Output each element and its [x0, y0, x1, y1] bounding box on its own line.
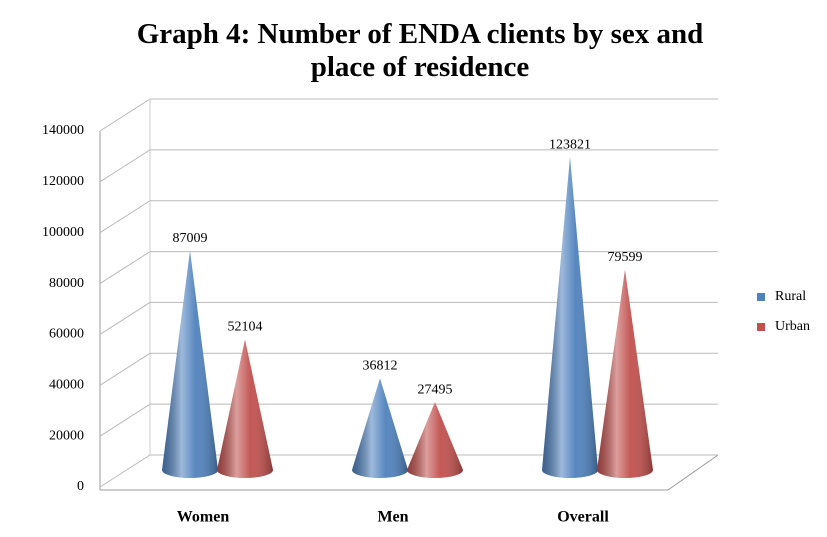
- y-tick-label: 40000: [49, 378, 84, 393]
- cone-shine: [352, 378, 408, 478]
- value-label: 87009: [173, 231, 208, 246]
- value-label: 36812: [363, 359, 398, 374]
- value-label: 123821: [549, 137, 591, 152]
- cone-shine: [162, 250, 218, 478]
- y-tick-label: 20000: [49, 428, 84, 443]
- x-tick-label: Men: [377, 509, 408, 526]
- floor-right: [667, 454, 719, 491]
- y-tick-label: 140000: [42, 123, 84, 138]
- cone-shine: [407, 402, 463, 478]
- legend-label: Rural: [775, 289, 806, 304]
- cone-shine: [217, 339, 273, 478]
- grid-line: [99, 454, 718, 488]
- grid-line: [99, 98, 718, 132]
- grid-line: [99, 200, 718, 234]
- value-label: 27495: [418, 382, 453, 397]
- y-tick-label: 80000: [49, 276, 84, 291]
- grid-line: [99, 251, 718, 284]
- cone-shine: [597, 269, 653, 478]
- grid-line: [99, 352, 718, 386]
- grid-line: [99, 149, 718, 183]
- legend-label: Urban: [775, 319, 810, 334]
- value-label: 52104: [228, 320, 263, 335]
- x-tick-label: Overall: [557, 509, 609, 526]
- x-tick-label: Women: [177, 509, 230, 526]
- cone-shine: [542, 157, 598, 479]
- legend-swatch: [757, 323, 765, 331]
- grid-line: [99, 403, 718, 437]
- y-tick-label: 0: [77, 479, 84, 494]
- grid-line: [99, 301, 718, 335]
- y-tick-label: 100000: [42, 225, 84, 240]
- legend-swatch: [757, 293, 765, 301]
- value-label: 79599: [608, 250, 643, 265]
- y-tick-label: 60000: [49, 327, 84, 342]
- y-tick-label: 120000: [42, 174, 84, 189]
- chart-title: Graph 4: Number of ENDA clients by sex a…: [136, 18, 704, 83]
